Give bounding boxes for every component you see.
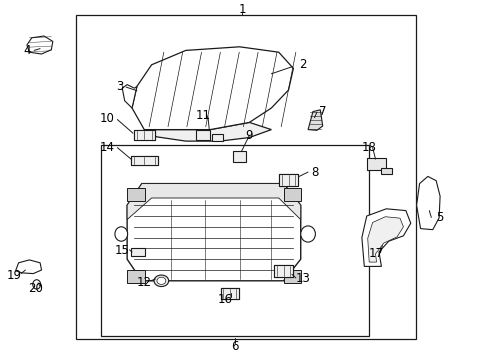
Polygon shape [127,184,300,281]
Bar [220,288,239,299]
Bar [130,156,157,165]
Bar [212,134,223,141]
Bar [279,174,297,186]
Bar [283,270,301,283]
Polygon shape [307,110,322,130]
Bar [366,158,385,170]
Bar [273,265,293,277]
Bar [130,248,145,256]
Ellipse shape [115,227,127,241]
Text: 16: 16 [217,293,232,306]
Text: 11: 11 [195,109,210,122]
Ellipse shape [157,277,165,284]
Text: 1: 1 [238,3,245,15]
Text: 19: 19 [6,269,21,282]
Polygon shape [416,176,439,230]
Polygon shape [361,209,410,266]
Text: 2: 2 [299,58,306,71]
Text: 13: 13 [295,273,310,285]
Bar [134,130,154,140]
Text: 8: 8 [311,166,319,179]
Ellipse shape [33,280,41,289]
Bar [232,151,246,162]
Text: 18: 18 [361,141,376,154]
Bar [283,188,301,201]
Polygon shape [132,47,293,130]
Text: 5: 5 [435,211,443,224]
Text: 12: 12 [137,276,151,289]
Text: 14: 14 [100,141,115,154]
Bar [220,288,239,299]
Text: 6: 6 [230,340,238,353]
Bar [127,270,144,283]
Bar [127,188,144,201]
Ellipse shape [154,275,168,287]
Bar [130,156,157,165]
Bar [273,265,293,277]
Text: 4: 4 [23,44,31,57]
Text: 20: 20 [28,282,43,295]
Bar [380,168,391,174]
Text: 15: 15 [115,244,129,257]
Polygon shape [27,36,53,54]
Polygon shape [367,217,403,262]
Text: 3: 3 [116,80,123,93]
Text: 7: 7 [318,105,326,118]
Polygon shape [127,184,300,220]
Bar [76,15,415,339]
Text: 9: 9 [245,129,253,141]
Polygon shape [122,85,137,108]
Text: 17: 17 [368,247,383,260]
Bar [101,145,368,336]
Text: 10: 10 [100,112,115,125]
Bar [195,130,210,140]
Polygon shape [144,122,271,141]
Polygon shape [16,260,41,274]
Bar [134,130,154,140]
Ellipse shape [300,226,315,242]
Bar [279,174,297,186]
